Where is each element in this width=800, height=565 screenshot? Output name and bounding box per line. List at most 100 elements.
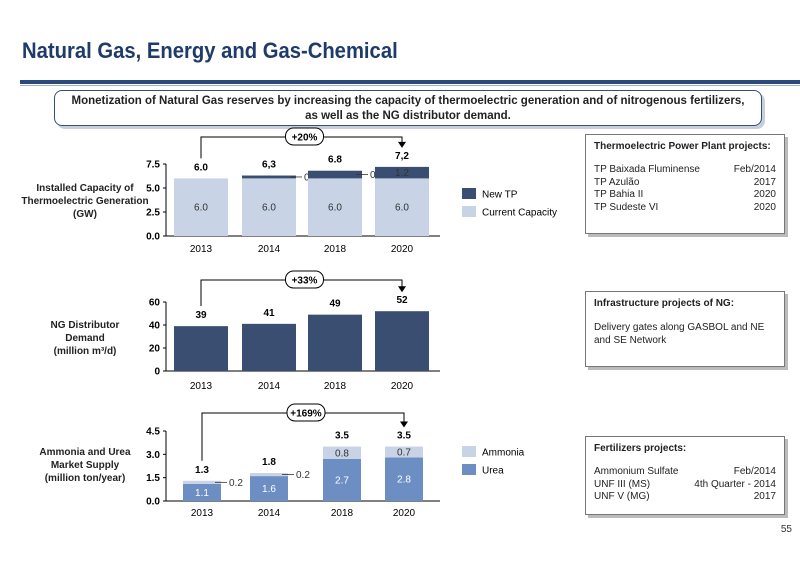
growth-badge	[285, 270, 324, 289]
bar-total-label: 39	[195, 310, 207, 321]
fert-panel-title: Fertilizers projects:	[594, 443, 687, 454]
bar-total-label: 6,3	[262, 160, 276, 171]
fert-project-row: UNF V (MG) 2017	[594, 491, 776, 504]
growth-label: +169%	[290, 409, 322, 420]
growth-badge	[286, 403, 326, 422]
y-tick-label: 1.5	[146, 473, 160, 484]
thermo-chart-label: Installed Capacity of Thermoelectric Gen…	[20, 182, 150, 221]
ammonia-chart-label: Ammonia and Urea Market Supply (million …	[20, 446, 150, 485]
bar-segment	[174, 326, 228, 371]
x-tick-label: 2013	[190, 244, 213, 255]
bar-total-label: 7,2	[395, 151, 409, 162]
project-name: Ammonium Sulfate	[594, 466, 679, 477]
ammonia-label-line3: (million ton/year)	[44, 473, 126, 484]
x-tick-label: 2014	[258, 381, 281, 392]
thermo-project-row: TP Baixada Fluminense Feb/2014	[594, 164, 776, 177]
thermo-label-line1: Installed Capacity of	[36, 183, 134, 194]
x-tick-label: 2013	[190, 381, 213, 392]
bar-value-label: 6.0	[262, 203, 276, 214]
bar-value-label: 2.7	[335, 476, 349, 487]
banner-line-1: Monetization of Natural Gas reserves by …	[71, 95, 745, 107]
bar-total-label: 41	[263, 308, 275, 319]
bar-segment	[385, 457, 423, 501]
bar-segment	[375, 166, 429, 179]
project-date: 2017	[753, 491, 776, 502]
legend-label: Ammonia	[482, 448, 525, 459]
legend-swatch	[462, 206, 476, 217]
bar-segment	[375, 311, 429, 371]
legend-swatch	[462, 188, 476, 199]
growth-label: +20%	[292, 133, 318, 144]
project-name: UNF III (MS)	[594, 478, 651, 490]
project-name: TP Azulão	[594, 176, 640, 188]
ammonia-label-line2: Market Supply	[50, 460, 120, 471]
bar-segment	[242, 175, 296, 179]
bar-segment	[375, 178, 429, 236]
y-tick-label: 40	[149, 321, 161, 332]
y-tick-label: 60	[149, 298, 161, 309]
legend-label: New TP	[482, 190, 518, 201]
project-date: Feb/2014	[733, 164, 776, 175]
thermo-projects-panel: Thermoelectric Power Plant projects: TP …	[585, 134, 785, 234]
bar-segment	[308, 178, 362, 236]
thermo-project-row: TP Sudeste VI 2020	[594, 202, 776, 215]
ng-chart-label: NG Distributor Demand (million m³/d)	[30, 319, 140, 358]
title-rule	[20, 80, 800, 84]
x-tick-label: 2020	[391, 381, 414, 392]
project-name: TP Bahia II	[594, 189, 644, 200]
page-number: 55	[780, 524, 792, 535]
bar-value-label: 0.7	[397, 448, 411, 459]
infra-projects-panel: Infrastructure projects of NG: Delivery …	[585, 291, 785, 367]
bar-value-label: 1.2	[395, 168, 409, 179]
x-tick-label: 2020	[391, 244, 414, 255]
bar-segment	[250, 473, 288, 477]
y-tick-label: 7.5	[146, 160, 160, 171]
y-tick-label: 20	[149, 344, 161, 355]
bar-segment	[242, 323, 296, 371]
bar-total-label: 1.8	[262, 457, 276, 468]
summary-banner: Monetization of Natural Gas reserves by …	[54, 90, 762, 126]
bar-value-label: 0.8	[335, 448, 349, 459]
x-tick-label: 2018	[324, 244, 347, 255]
y-tick-label: 3.0	[146, 450, 160, 461]
title-rule-thin	[20, 85, 800, 86]
bar-total-label: 49	[329, 299, 341, 310]
banner-line-2: as well as the NG distributor demand.	[305, 110, 511, 122]
bar-value-label: 0.2	[296, 470, 310, 481]
bar-segment	[323, 459, 361, 501]
growth-arrowhead	[398, 286, 406, 293]
thermo-label-line2: Thermoelectric Generation	[21, 196, 149, 207]
legend-label: Current Capacity	[482, 208, 557, 219]
bar-value-label: 1.1	[195, 488, 209, 499]
legend-swatch	[462, 464, 476, 475]
bar-total-label: 6.8	[328, 155, 342, 166]
x-tick-label: 2013	[191, 508, 214, 519]
project-date: 2020	[753, 189, 776, 200]
infra-panel-text: Delivery gates along GASBOL and NE and S…	[594, 322, 765, 346]
x-tick-label: 2018	[324, 381, 347, 392]
x-tick-label: 2018	[331, 508, 354, 519]
bar-value-label: 6.0	[194, 203, 208, 214]
bar-segment	[174, 178, 228, 236]
bar-segment	[323, 446, 361, 459]
ng-label-line2: Demand	[65, 333, 105, 344]
project-name: TP Sudeste VI	[594, 201, 659, 213]
bar-total-label: 1.3	[195, 465, 209, 476]
y-tick-label: 0.0	[146, 497, 160, 508]
x-tick-label: 2014	[258, 508, 281, 519]
growth-label: +33%	[292, 276, 318, 287]
ng-label-line3: (million m³/d)	[53, 346, 117, 357]
bar-segment	[308, 170, 362, 179]
project-name: TP Baixada Fluminense	[594, 164, 700, 175]
growth-arrowhead	[398, 141, 406, 148]
thermo-project-row: TP Bahia II 2020	[594, 189, 776, 202]
bar-segment	[385, 446, 423, 458]
y-tick-label: 0.0	[146, 232, 160, 243]
ammonia-label-line1: Ammonia and Urea	[39, 447, 131, 458]
bar-value-label: 2.8	[397, 475, 411, 486]
bar-value-label: 6.0	[395, 203, 409, 214]
ng-label-line1: NG Distributor	[50, 320, 120, 331]
y-tick-label: 5.0	[146, 184, 160, 195]
project-date: Feb/2014	[733, 466, 776, 477]
